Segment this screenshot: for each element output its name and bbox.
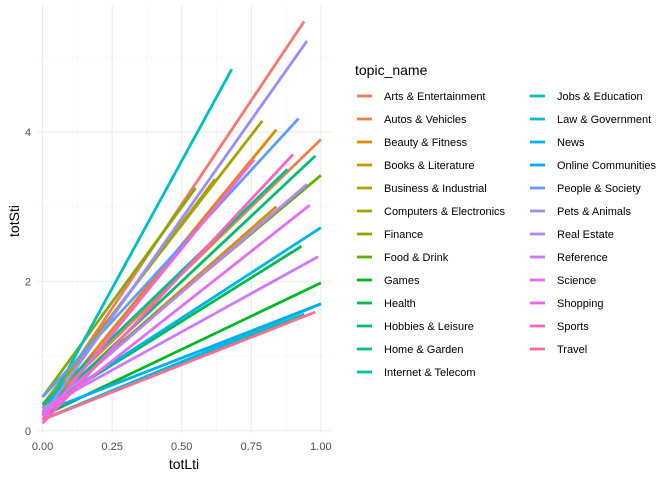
y-axis-title: totSti [6,205,22,237]
legend-item: Sports [530,321,589,333]
x-tick-label: 0.00 [32,441,53,453]
legend-label: Arts & Entertainment [384,91,486,103]
legend-label: Real Estate [557,229,614,241]
legend-item: Finance [357,229,423,241]
legend-item: Arts & Entertainment [357,91,486,103]
legend-label: Online Communities [557,160,657,172]
legend-label: Shopping [557,298,604,310]
series-line [41,154,317,414]
legend: topic_name Arts & Entertainment Autos & V… [355,62,657,379]
legend-label: Computers & Electronics [384,206,506,218]
y-axis-ticks: 0 2 4 [25,127,31,438]
legend-item: Real Estate [530,229,614,241]
legend-item: Law & Government [530,114,651,126]
series-line [42,302,322,414]
legend-label: People & Society [557,183,641,195]
legend-item: Business & Industrial [357,183,487,195]
legend-label: Health [384,298,416,310]
legend-label: Books & Literature [384,160,475,172]
legend-label: Home & Garden [384,344,463,356]
y-tick-label: 4 [25,127,31,139]
series-line [41,187,197,398]
series-line [42,310,316,421]
legend-label: Law & Government [557,114,651,126]
series-line [41,117,300,399]
legend-item: Books & Literature [357,160,475,172]
legend-item: Beauty & Fitness [357,137,468,149]
legend-item: Games [357,275,420,287]
legend-label: News [557,137,585,149]
series-line [41,255,319,410]
series-line [41,158,256,421]
legend-item: Travel [530,344,587,356]
legend-item: Reference [530,252,608,264]
legend-item: Hobbies & Leisure [357,321,474,333]
legend-item: Food & Drink [357,252,449,264]
legend-title: topic_name [355,62,428,78]
series-line [41,168,289,406]
legend-label: Business & Industrial [384,183,487,195]
x-axis-title: totLti [169,456,199,472]
x-axis-ticks: 0.00 0.25 0.50 0.75 1.00 [32,441,332,453]
legend-item: Autos & Vehicles [357,114,467,126]
legend-label: Hobbies & Leisure [384,321,474,333]
legend-item: Science [530,275,596,287]
legend-label: Autos & Vehicles [384,114,467,126]
legend-label: Jobs & Education [557,91,643,103]
y-tick-label: 0 [25,426,31,438]
x-tick-label: 0.75 [241,441,262,453]
legend-label: Reference [557,252,608,264]
series-line [41,40,309,417]
legend-item: Internet & Telecom [357,367,476,379]
legend-item: People & Society [530,183,641,195]
series-lines [41,20,322,425]
y-tick-label: 2 [25,276,31,288]
legend-label: Travel [557,344,587,356]
legend-item: Online Communities [530,160,657,172]
legend-label: Pets & Animals [557,206,631,218]
legend-item: Shopping [530,298,604,310]
legend-label: Science [557,275,596,287]
legend-label: Sports [557,321,589,333]
legend-label: Beauty & Fitness [384,137,468,149]
legend-label: Internet & Telecom [384,367,476,379]
x-tick-label: 0.50 [171,441,192,453]
legend-item: Home & Garden [357,344,463,356]
x-tick-label: 1.00 [310,441,331,453]
series-line [41,68,234,417]
series-line [41,204,311,417]
legend-item: Health [357,298,416,310]
legend-label: Games [384,275,420,287]
legend-item: News [530,137,585,149]
series-line [41,153,295,425]
legend-label: Food & Drink [384,252,449,264]
legend-item: Pets & Animals [530,206,631,218]
legend-label: Finance [384,229,423,241]
legend-item: Computers & Electronics [357,206,506,218]
legend-item: Jobs & Education [530,91,643,103]
x-tick-label: 0.25 [101,441,122,453]
